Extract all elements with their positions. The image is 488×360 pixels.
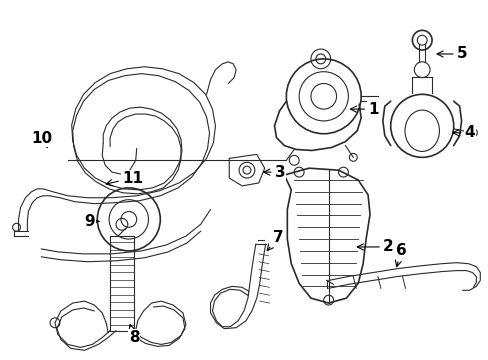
Text: 1: 1 <box>350 102 378 117</box>
Text: 5: 5 <box>436 46 467 62</box>
Text: 8: 8 <box>128 325 139 345</box>
Text: 7: 7 <box>266 230 283 251</box>
Text: 9: 9 <box>84 214 99 229</box>
Text: 6: 6 <box>394 243 406 267</box>
Text: 3: 3 <box>263 165 285 180</box>
Text: 11: 11 <box>106 171 142 186</box>
Text: 4: 4 <box>452 125 474 140</box>
Text: 10: 10 <box>31 131 52 148</box>
Text: 2: 2 <box>357 239 393 255</box>
